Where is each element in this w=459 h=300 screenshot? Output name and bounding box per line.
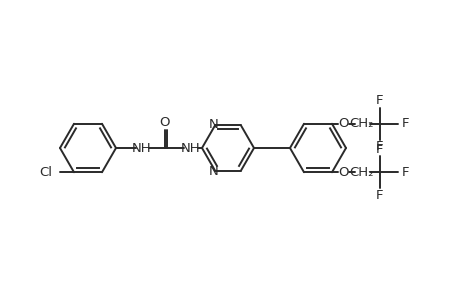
Text: F: F	[375, 143, 383, 156]
Text: F: F	[375, 189, 383, 202]
Text: O: O	[338, 117, 348, 130]
Text: N: N	[209, 165, 218, 178]
Text: CH₂: CH₂	[349, 117, 374, 130]
Text: O: O	[159, 116, 170, 128]
Text: Cl: Cl	[39, 166, 52, 179]
Text: F: F	[401, 117, 409, 130]
Text: CH₂: CH₂	[349, 166, 374, 179]
Text: O: O	[338, 166, 348, 179]
Text: N: N	[209, 118, 218, 131]
Text: NH: NH	[132, 142, 151, 154]
Text: NH: NH	[181, 142, 201, 154]
Text: F: F	[401, 166, 409, 179]
Text: F: F	[375, 140, 383, 153]
Text: F: F	[375, 94, 383, 107]
